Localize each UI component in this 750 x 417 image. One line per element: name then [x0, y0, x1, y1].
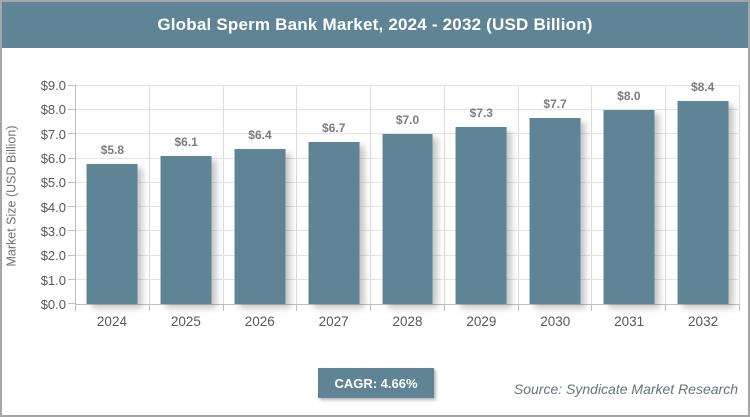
y-tick-label: $9.0: [40, 78, 66, 93]
bar-2032: [677, 100, 729, 304]
y-tick-mark: [68, 181, 76, 183]
y-tick-mark: [68, 230, 76, 232]
bar-value-label: $5.8: [100, 142, 125, 157]
x-tick-mark: [370, 304, 372, 311]
x-tick-label-2024: 2024: [96, 314, 127, 329]
y-tick-label: $2.0: [40, 248, 66, 264]
y-axis-title: Market Size (USD Billion): [2, 86, 20, 305]
category-2029: $7.3: [445, 86, 519, 311]
bar-group: $5.8 $6.1 $6.4 $6.7 $7.0 $7.3 $7.7 $8.0 $8.4: [76, 80, 741, 311]
h-gridline: [76, 133, 740, 135]
x-tick-label-2029: 2029: [466, 314, 497, 329]
bar-2028: [382, 134, 433, 304]
y-tick-label: $0.0: [40, 297, 66, 312]
y-tick-label: $4.0: [40, 199, 66, 215]
y-tick-label: $7.0: [40, 126, 66, 142]
y-tick-label: $3.0: [40, 224, 66, 239]
y-tick-label: $8.0: [40, 102, 66, 118]
bar-value-label: $6.7: [322, 120, 346, 135]
x-tick-label-2030: 2030: [540, 314, 571, 329]
bar-value-label: $8.4: [690, 79, 715, 94]
x-tick-label-2032: 2032: [688, 314, 719, 329]
bar-2030: [529, 117, 581, 304]
x-tick-mark: [296, 304, 298, 311]
chart-header: Global Sperm Bank Market, 2024 - 2032 (U…: [2, 2, 748, 48]
y-tick-mark: [68, 109, 76, 111]
bar-value-label: $7.0: [395, 113, 420, 128]
bar-2025: [160, 156, 212, 304]
bar-value-label: $8.0: [617, 89, 641, 104]
bar-2026: [234, 148, 286, 304]
category-2025: $6.1: [150, 86, 224, 311]
bar-2031: [603, 110, 655, 304]
category-2024: $5.8: [76, 86, 150, 311]
x-tick-label-2028: 2028: [392, 314, 423, 329]
x-tick-mark: [517, 304, 519, 311]
y-tick-mark: [68, 206, 76, 208]
y-tick-mark: [68, 254, 76, 256]
category-2031: $8.0: [592, 86, 667, 311]
x-tick-mark: [739, 304, 741, 311]
category-2026: $6.4: [224, 86, 298, 311]
chart-title: Global Sperm Bank Market, 2024 - 2032 (U…: [157, 15, 593, 34]
x-tick-mark: [222, 304, 224, 311]
category-2030: $7.7: [519, 86, 593, 311]
y-tick-label: $5.0: [40, 175, 66, 191]
y-axis-title-text: Market Size (USD Billion): [4, 124, 19, 267]
x-tick-mark: [443, 304, 445, 311]
source-attribution: Source: Syndicate Market Research: [513, 381, 738, 397]
x-tick-label-2027: 2027: [318, 314, 349, 329]
x-tick-label-2026: 2026: [244, 314, 275, 329]
y-tick-mark: [68, 303, 76, 304]
category-2028: $7.0: [371, 86, 445, 311]
h-gridline: [76, 85, 740, 86]
h-gridline: [76, 109, 740, 111]
x-tick-mark: [665, 304, 667, 311]
bar-2029: [455, 127, 507, 304]
bar-2024: [86, 163, 138, 304]
y-tick-mark: [68, 157, 76, 159]
plot-area: $5.8 $6.1 $6.4 $6.7 $7.0 $7.3 $7.7 $8.0 $8.4: [68, 80, 741, 311]
bar-value-label: $7.7: [543, 96, 567, 111]
y-tick-label: $1.0: [40, 272, 66, 288]
x-tick-label-2031: 2031: [614, 314, 645, 329]
x-tick-label-2025: 2025: [170, 314, 201, 329]
bar-value-label: $6.1: [174, 135, 198, 150]
cagr-badge-text: CAGR: 4.66%: [334, 375, 418, 391]
cagr-badge: CAGR: 4.66%: [318, 368, 434, 398]
y-tick-label: $6.0: [40, 151, 66, 166]
y-tick-mark: [68, 133, 76, 135]
bar-value-label: $6.4: [248, 127, 272, 142]
y-tick-mark: [68, 278, 76, 280]
bar-value-label: $7.3: [469, 106, 493, 121]
category-2027: $6.7: [297, 86, 372, 311]
x-axis-labels: 2024 2025 2026 2027 2028 2029 2030 2031 2032: [75, 314, 740, 332]
y-tick-mark: [68, 85, 76, 86]
x-tick-mark: [591, 304, 593, 311]
bar-2027: [308, 141, 360, 304]
category-2032: $8.4: [666, 80, 741, 311]
x-tick-mark: [148, 304, 150, 311]
